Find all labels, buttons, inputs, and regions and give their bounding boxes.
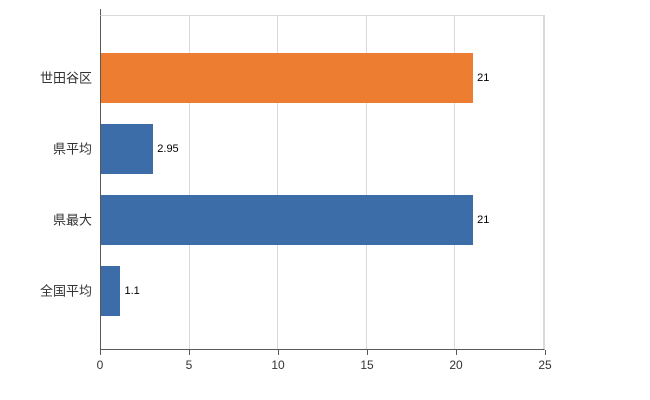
category-label: 県平均 [52,141,92,157]
category-label: 世田谷区 [39,70,92,86]
x-tick-label: 20 [449,358,463,372]
bar [101,123,154,174]
value-label: 21 [477,71,490,84]
category-label: 全国平均 [39,283,92,299]
bar-row: 2.95 [101,113,544,184]
gridline [454,16,456,349]
category-label: 県最大 [52,212,92,228]
bar [101,195,474,246]
x-axis-tick [456,350,457,355]
x-axis-tick [278,350,279,355]
y-axis-top-tick [100,9,101,15]
value-label: 21 [477,214,490,227]
x-tick-label: 0 [96,358,104,372]
x-axis-tick [545,350,546,355]
x-tick-label: 5 [185,358,193,372]
x-axis-tick [189,350,190,355]
gridline [365,16,367,349]
bar-row: 1.1 [101,256,544,327]
x-tick-label: 25 [538,358,552,372]
x-axis-tick [100,350,101,355]
gridline [543,16,544,349]
x-axis-tick [367,350,368,355]
bar [101,266,121,317]
plot-area: 21 2.95 21 1.1 [100,15,545,350]
gridline [277,16,279,349]
bar-row: 21 [101,185,544,256]
x-tick-label: 10 [271,358,285,372]
gridline [188,16,190,349]
bar [101,52,474,103]
bar-row: 21 [101,42,544,113]
value-label: 2.95 [157,142,179,155]
x-tick-label: 15 [360,358,374,372]
value-label: 1.1 [124,285,140,298]
